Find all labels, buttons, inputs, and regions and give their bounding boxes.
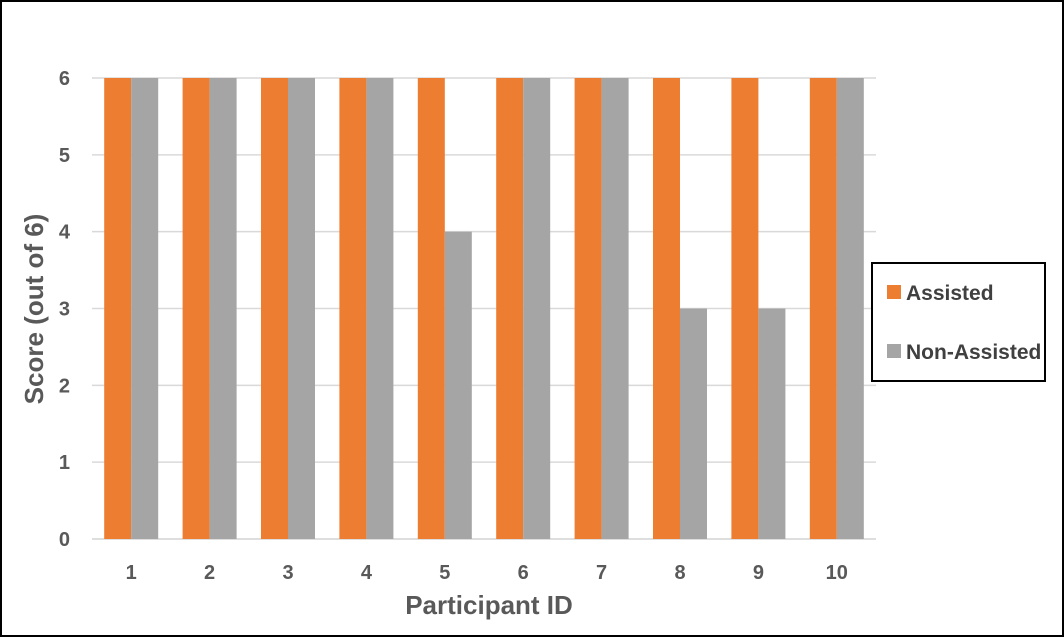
x-tick-label: 4 <box>361 562 373 584</box>
bar-non-assisted-p7 <box>601 78 629 539</box>
x-tick-label: 2 <box>204 562 215 584</box>
y-axis-title: Score (out of 6) <box>19 214 49 405</box>
y-tick-label: 2 <box>59 375 70 397</box>
bar-non-assisted-p2 <box>209 78 237 539</box>
bar-non-assisted-p9 <box>758 308 786 539</box>
bar-assisted-p9 <box>731 78 759 539</box>
bar-assisted-p7 <box>574 78 602 539</box>
y-tick-label: 0 <box>59 529 70 551</box>
bar-assisted-p6 <box>496 78 524 539</box>
y-tick-label: 4 <box>59 222 71 244</box>
y-tick-label: 1 <box>59 452 70 474</box>
y-tick-label: 5 <box>59 145 70 167</box>
legend-label-assisted: Assisted <box>906 282 994 305</box>
x-axis-title: Participant ID <box>405 590 573 620</box>
bars <box>104 78 864 539</box>
bar-assisted-p4 <box>339 78 367 539</box>
bar-non-assisted-p1 <box>131 78 159 539</box>
legend: Assisted Non-Assisted <box>871 262 1046 382</box>
bar-assisted-p5 <box>417 78 445 539</box>
bar-assisted-p1 <box>104 78 132 539</box>
bar-assisted-p3 <box>261 78 288 539</box>
y-axis-ticks: 0 1 2 3 4 5 6 <box>59 68 71 551</box>
legend-swatch-non-assisted <box>887 344 901 358</box>
y-tick-label: 3 <box>59 299 70 321</box>
x-tick-label: 10 <box>826 562 848 584</box>
legend-swatch-assisted <box>887 285 901 299</box>
legend-box <box>871 262 1046 382</box>
x-tick-label: 3 <box>282 562 293 584</box>
legend-label-non-assisted: Non-Assisted <box>906 341 1041 364</box>
bar-assisted-p2 <box>182 78 210 539</box>
bar-non-assisted-p3 <box>288 78 315 539</box>
x-tick-label: 5 <box>439 562 450 584</box>
bar-non-assisted-p8 <box>680 308 707 539</box>
bar-non-assisted-p5 <box>444 231 472 539</box>
x-tick-label: 8 <box>674 562 685 584</box>
bar-non-assisted-p10 <box>836 78 864 539</box>
bar-non-assisted-p4 <box>366 78 394 539</box>
bar-assisted-p8 <box>653 78 680 539</box>
x-axis-ticks: 1 2 3 4 5 6 7 8 9 10 <box>126 562 848 584</box>
bar-non-assisted-p6 <box>523 78 551 539</box>
y-tick-label: 6 <box>59 68 70 90</box>
x-tick-label: 7 <box>596 562 607 584</box>
bar-assisted-p10 <box>809 78 837 539</box>
x-tick-label: 9 <box>753 562 764 584</box>
x-tick-label: 6 <box>518 562 529 584</box>
x-tick-label: 1 <box>126 562 137 584</box>
